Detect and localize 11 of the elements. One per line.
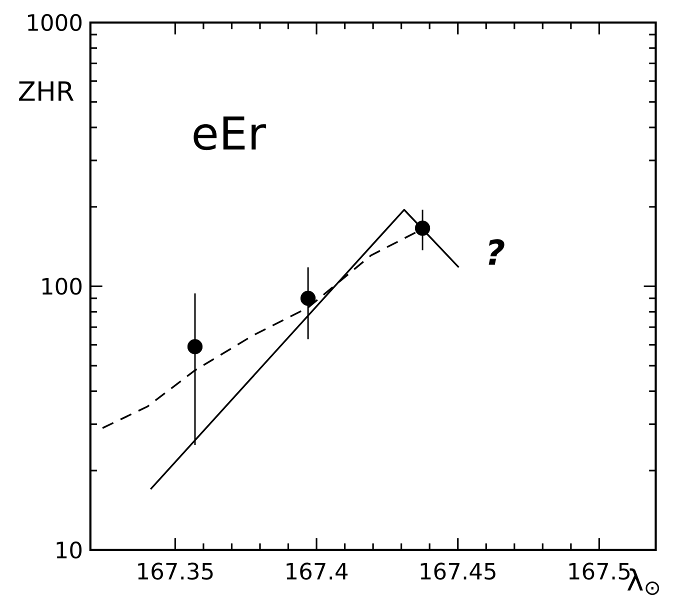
x-tick-label: 167.4 [286, 562, 348, 580]
y-tick-label: 1000 [28, 14, 82, 32]
x-tick-label: 167.35 [138, 562, 213, 580]
y-tick-label: 10 [56, 541, 82, 559]
x-tick-label: 167.5 [569, 562, 630, 580]
y-tick-label: 100 [42, 278, 82, 295]
y-axis-title: ZHR [18, 81, 74, 101]
annotation: eEr [194, 116, 266, 150]
x-axis-title: λ$_{⊙}$ [627, 568, 660, 595]
annotation: ? [488, 239, 504, 265]
x-tick-label: 167.45 [420, 562, 496, 580]
